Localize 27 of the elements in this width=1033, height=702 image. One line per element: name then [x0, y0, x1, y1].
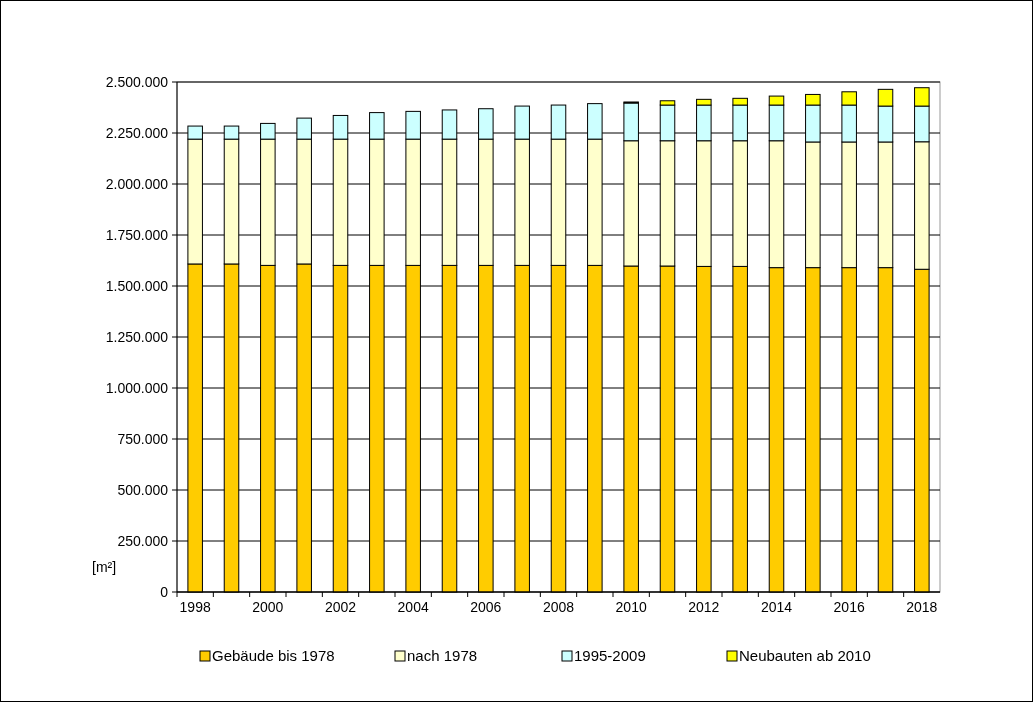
x-tick-label: 2000	[252, 599, 284, 615]
y-axis-title: [m²]	[92, 559, 117, 575]
x-tick-label: 2012	[688, 599, 720, 615]
legend-label: 1995-2009	[574, 647, 646, 664]
y-tick-label: 2.500.000	[105, 73, 169, 90]
x-tick-label: 2002	[324, 599, 357, 615]
x-tick-label: 2016	[833, 599, 865, 615]
x-tick-label: 2014	[760, 599, 793, 615]
y-tick-label: 250.000	[117, 532, 169, 549]
legend-label: nach 1978	[407, 647, 478, 664]
x-tick-label: 1998	[179, 599, 211, 615]
y-tick-label: 1.500.000	[105, 277, 169, 294]
legend-label: Gebäude bis 1978	[212, 647, 335, 664]
y-tick-label: 1.750.000	[105, 226, 169, 243]
y-tick-label: 2.250.000	[105, 124, 169, 141]
y-tick-label: 0	[160, 583, 169, 600]
x-tick-label: 2010	[615, 599, 647, 615]
y-tick-label: 500.000	[117, 481, 169, 498]
x-tick-label: 2004	[397, 599, 429, 615]
x-tick-label: 2008	[542, 599, 575, 615]
y-tick-label: 750.000	[117, 430, 169, 447]
y-tick-label: 1.000.000	[105, 379, 169, 396]
y-tick-label: 1.250.000	[105, 328, 169, 345]
legend-label: Neubauten ab 2010	[739, 647, 871, 664]
x-tick-label: 2006	[470, 599, 502, 615]
x-tick-label: 2018	[906, 599, 938, 615]
y-tick-label: 2.000.000	[105, 175, 169, 192]
